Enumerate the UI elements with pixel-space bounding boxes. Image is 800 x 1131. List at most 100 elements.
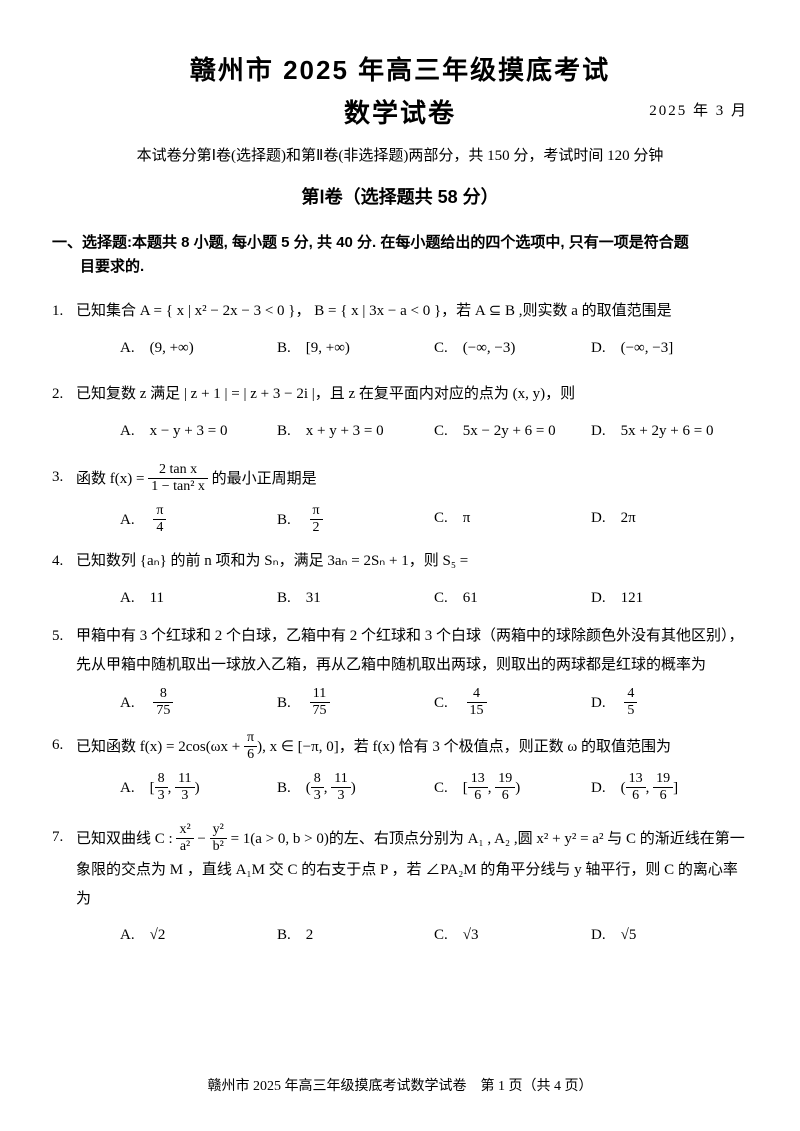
q1-optB: B. [9, +∞) bbox=[277, 334, 434, 363]
q6-num: 6. bbox=[52, 731, 76, 764]
q2-optA: A. x − y + 3 = 0 bbox=[120, 417, 277, 446]
q5-optB: B. 1175 bbox=[277, 687, 434, 720]
q6-prefix: 已知函数 f(x) = 2cos(ωx + bbox=[76, 739, 244, 755]
q3-optB: B. π2 bbox=[277, 504, 434, 537]
q3-optB-den: 2 bbox=[310, 520, 323, 536]
question-4: 4. 已知数列 {aₙ} 的前 n 项和为 Sₙ，满足 3aₙ = 2Sₙ + … bbox=[52, 547, 748, 612]
q5-optD: D. 45 bbox=[591, 687, 748, 720]
q6-suffix: ), x ∈ [−π, 0]，若 f(x) 恰有 3 个极值点，则正数 ω 的取… bbox=[257, 739, 671, 755]
q6a-d2: 3 bbox=[175, 788, 194, 804]
page-footer: 赣州市 2025 年高三年级摸底考试数学试卷 第 1 页（共 4 页） bbox=[0, 1075, 800, 1095]
q6a-mid: , bbox=[168, 780, 176, 796]
q5-num: 5. bbox=[52, 622, 76, 679]
q1-optD: D. (−∞, −3] bbox=[591, 334, 748, 363]
q3-frac-den: 1 − tan² x bbox=[148, 479, 208, 495]
q6a-close: ) bbox=[195, 780, 200, 796]
q6d-n1: 13 bbox=[626, 771, 646, 788]
q7-optD: D. √5 bbox=[591, 921, 748, 950]
q5-optD-den: 5 bbox=[624, 703, 637, 719]
exam-instructions: 本试卷分第Ⅰ卷(选择题)和第Ⅱ卷(非选择题)两部分，共 150 分，考试时间 1… bbox=[52, 144, 748, 165]
q1-num: 1. bbox=[52, 297, 76, 326]
q6-frac-num: π bbox=[244, 730, 257, 747]
q6-optB-label: B. ( bbox=[277, 780, 311, 796]
q6a-n2: 11 bbox=[175, 771, 194, 788]
q7-f1d: a² bbox=[176, 839, 193, 855]
q6c-n2: 19 bbox=[495, 771, 515, 788]
q6c-close: ) bbox=[515, 780, 520, 796]
q5-optC-num: 4 bbox=[467, 686, 487, 703]
q4-num: 4. bbox=[52, 547, 76, 576]
q3-frac: 2 tan x 1 − tan² x bbox=[148, 462, 208, 495]
q6-text: 已知函数 f(x) = 2cos(ωx + π6), x ∈ [−π, 0]，若… bbox=[76, 731, 748, 764]
q3-text: 函数 f(x) = 2 tan x 1 − tan² x 的最小正周期是 bbox=[76, 463, 748, 496]
q5-optC-label: C. bbox=[434, 695, 463, 711]
question-1: 1. 已知集合 A = { x | x² − 2x − 3 < 0 }， B =… bbox=[52, 297, 748, 362]
q4-optA: A. 11 bbox=[120, 584, 277, 613]
q5-optA-den: 75 bbox=[153, 703, 173, 719]
q7-minus: − bbox=[194, 831, 210, 847]
q6-optA-label: A. [ bbox=[120, 780, 155, 796]
q7-optC: C. √3 bbox=[434, 921, 591, 950]
q6b-n2: 11 bbox=[331, 771, 350, 788]
q6-frac-den: 6 bbox=[244, 747, 257, 763]
q3-optB-label: B. bbox=[277, 512, 306, 528]
q6c-d2: 6 bbox=[495, 788, 515, 804]
q3-optA: A. π4 bbox=[120, 504, 277, 537]
q6b-d2: 3 bbox=[331, 788, 350, 804]
q2-text: 已知复数 z 满足 | z + 1 | = | z + 3 − 2i |，且 z… bbox=[76, 380, 748, 409]
q6-optB: B. (83, 113) bbox=[277, 772, 434, 805]
q6d-d1: 6 bbox=[626, 788, 646, 804]
q1-optC: C. (−∞, −3) bbox=[434, 334, 591, 363]
section1-header: 一、选择题:本题共 8 小题, 每小题 5 分, 共 40 分. 在每小题给出的… bbox=[52, 231, 748, 279]
section1-line2: 目要求的. bbox=[52, 258, 144, 275]
question-2: 2. 已知复数 z 满足 | z + 1 | = | z + 3 − 2i |，… bbox=[52, 380, 748, 445]
q5-optA: A. 875 bbox=[120, 687, 277, 720]
q6-optD: D. (136, 196] bbox=[591, 772, 748, 805]
q4-optD: D. 121 bbox=[591, 584, 748, 613]
q6a-n1: 8 bbox=[155, 771, 168, 788]
q2-optC: C. 5x − 2y + 6 = 0 bbox=[434, 417, 591, 446]
q5-text: 甲箱中有 3 个红球和 2 个白球，乙箱中有 2 个红球和 3 个白球（两箱中的… bbox=[76, 622, 748, 679]
q6-optA: A. [83, 113) bbox=[120, 772, 277, 805]
q3-optD: D. 2π bbox=[591, 504, 748, 537]
q4-optC: C. 61 bbox=[434, 584, 591, 613]
q5-optD-num: 4 bbox=[624, 686, 637, 703]
q6-optC-label: C. [ bbox=[434, 780, 468, 796]
q6d-n2: 19 bbox=[653, 771, 673, 788]
q1-optA: A. (9, +∞) bbox=[120, 334, 277, 363]
q2-optB: B. x + y + 3 = 0 bbox=[277, 417, 434, 446]
q5-optD-label: D. bbox=[591, 695, 621, 711]
q4-optB: B. 31 bbox=[277, 584, 434, 613]
exam-date: 2025 年 3 月 bbox=[649, 99, 748, 120]
q6d-d2: 6 bbox=[653, 788, 673, 804]
q6c-d1: 6 bbox=[468, 788, 488, 804]
q5-optB-den: 75 bbox=[310, 703, 330, 719]
q3-frac-num: 2 tan x bbox=[148, 462, 208, 479]
q3-optB-num: π bbox=[310, 503, 323, 520]
title-main: 赣州市 2025 年高三年级摸底考试 bbox=[52, 50, 748, 87]
q5-optA-num: 8 bbox=[153, 686, 173, 703]
question-3: 3. 函数 f(x) = 2 tan x 1 − tan² x 的最小正周期是 … bbox=[52, 463, 748, 537]
q6c-n1: 13 bbox=[468, 771, 488, 788]
q7-num: 7. bbox=[52, 823, 76, 913]
q3-prefix: 函数 f(x) = bbox=[76, 471, 148, 487]
q6-optD-label: D. ( bbox=[591, 780, 626, 796]
question-5: 5. 甲箱中有 3 个红球和 2 个白球，乙箱中有 2 个红球和 3 个白球（两… bbox=[52, 622, 748, 720]
q7-text: 已知双曲线 C : x²a² − y²b² = 1(a > 0, b > 0)的… bbox=[76, 823, 748, 913]
q7-optB: B. 2 bbox=[277, 921, 434, 950]
q7-f2d: b² bbox=[210, 839, 227, 855]
q5-optB-label: B. bbox=[277, 695, 306, 711]
q2-num: 2. bbox=[52, 380, 76, 409]
q7-f2n: y² bbox=[210, 822, 227, 839]
question-7: 7. 已知双曲线 C : x²a² − y²b² = 1(a > 0, b > … bbox=[52, 823, 748, 950]
q6b-n1: 8 bbox=[311, 771, 324, 788]
q7-f1n: x² bbox=[176, 822, 193, 839]
q6d-mid: , bbox=[646, 780, 654, 796]
section1-line1: 一、选择题:本题共 8 小题, 每小题 5 分, 共 40 分. 在每小题给出的… bbox=[52, 234, 689, 251]
q6c-mid: , bbox=[488, 780, 496, 796]
q6a-d1: 3 bbox=[155, 788, 168, 804]
q5-optC-den: 15 bbox=[467, 703, 487, 719]
q5-optA-label: A. bbox=[120, 695, 150, 711]
q6b-close: ) bbox=[351, 780, 356, 796]
q3-optA-num: π bbox=[153, 503, 166, 520]
